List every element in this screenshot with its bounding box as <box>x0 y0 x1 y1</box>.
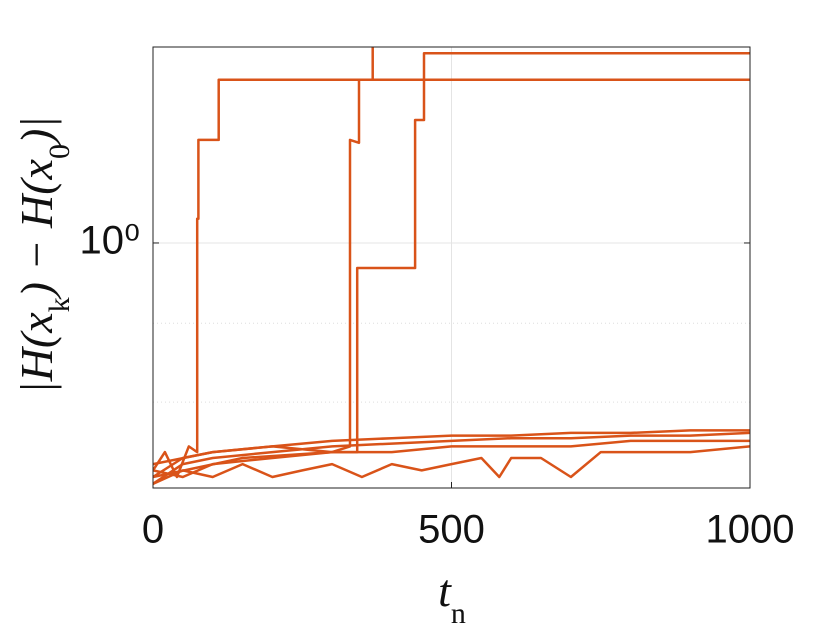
subscript: k <box>43 297 76 312</box>
label-part: )| <box>11 116 62 147</box>
series-line <box>153 439 750 479</box>
y-tick-label: 10⁰ <box>79 219 140 263</box>
series-line <box>153 431 750 485</box>
subscript: 0 <box>43 144 76 159</box>
label-part: ) − H(x <box>11 158 62 300</box>
series-line <box>153 429 750 479</box>
label-part: t <box>438 565 452 616</box>
series-line <box>153 445 750 485</box>
x-tick-label: 500 <box>418 508 485 552</box>
series-line <box>153 78 750 479</box>
x-tick-label: 1000 <box>706 508 795 552</box>
label-part: |H(x <box>11 312 62 394</box>
x-axis-label: tn <box>438 565 466 623</box>
x-tick-label: 0 <box>142 508 164 552</box>
lines <box>153 47 750 485</box>
y-axis-label: |H(xk) − H(x0)| <box>11 116 76 394</box>
series-line <box>153 52 750 479</box>
ticks: 0 500 1000 10⁰ <box>79 219 794 552</box>
subscript: n <box>451 597 466 623</box>
